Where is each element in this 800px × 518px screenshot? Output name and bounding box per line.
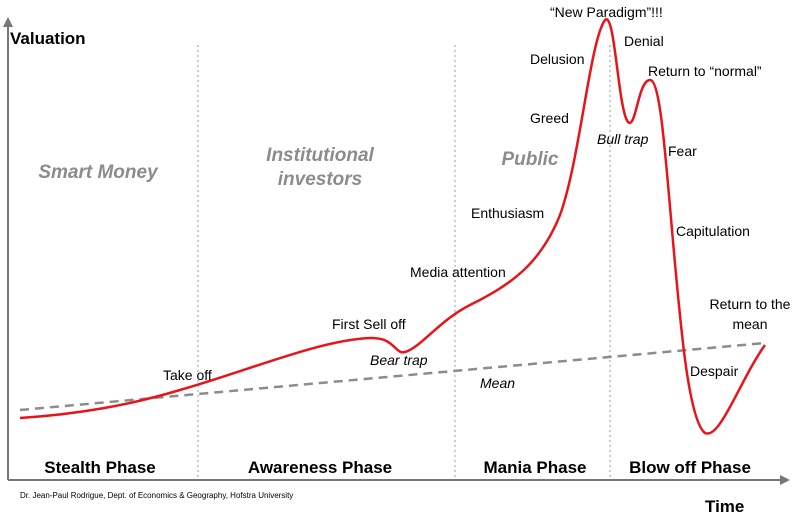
curve-label: Denial [624,33,664,49]
y-axis-label: Valuation [10,29,86,48]
curve-label: Despair [690,363,739,379]
phase-label: Awareness Phase [248,458,392,477]
phase-label: Blow off Phase [629,458,751,477]
x-axis-label: Time [705,497,744,516]
curve-label: Capitulation [676,223,750,239]
curve-label: Bear trap [370,352,428,368]
curve-label: Bull trap [597,131,649,147]
curve-label: Take off [163,367,212,383]
curve-label: “New Paradigm”!!! [550,4,663,20]
curve-label: First Sell off [332,316,406,332]
group-label: Institutional investors [266,145,374,190]
credit: Dr. Jean-Paul Rodrigue, Dept. of Economi… [20,491,293,500]
curve-label: Return to “normal” [648,63,762,79]
curve-label: Enthusiasm [471,205,544,221]
phase-label: Mania Phase [484,458,587,477]
curve-label: Fear [668,143,697,159]
curve-label-box: Return to the mean [709,296,791,332]
valuation-curve [19,18,767,435]
group-label: Smart Money [38,162,159,183]
curve-label: Delusion [530,51,584,67]
group-label: Public [501,149,558,170]
mean-label: Mean [480,375,515,391]
curve-label: Greed [530,110,569,126]
group-label-box: Institutional investors [266,145,374,190]
curve-label: Return to the mean [709,296,791,332]
phase-label: Stealth Phase [44,458,156,477]
curve-label: Media attention [410,264,506,280]
